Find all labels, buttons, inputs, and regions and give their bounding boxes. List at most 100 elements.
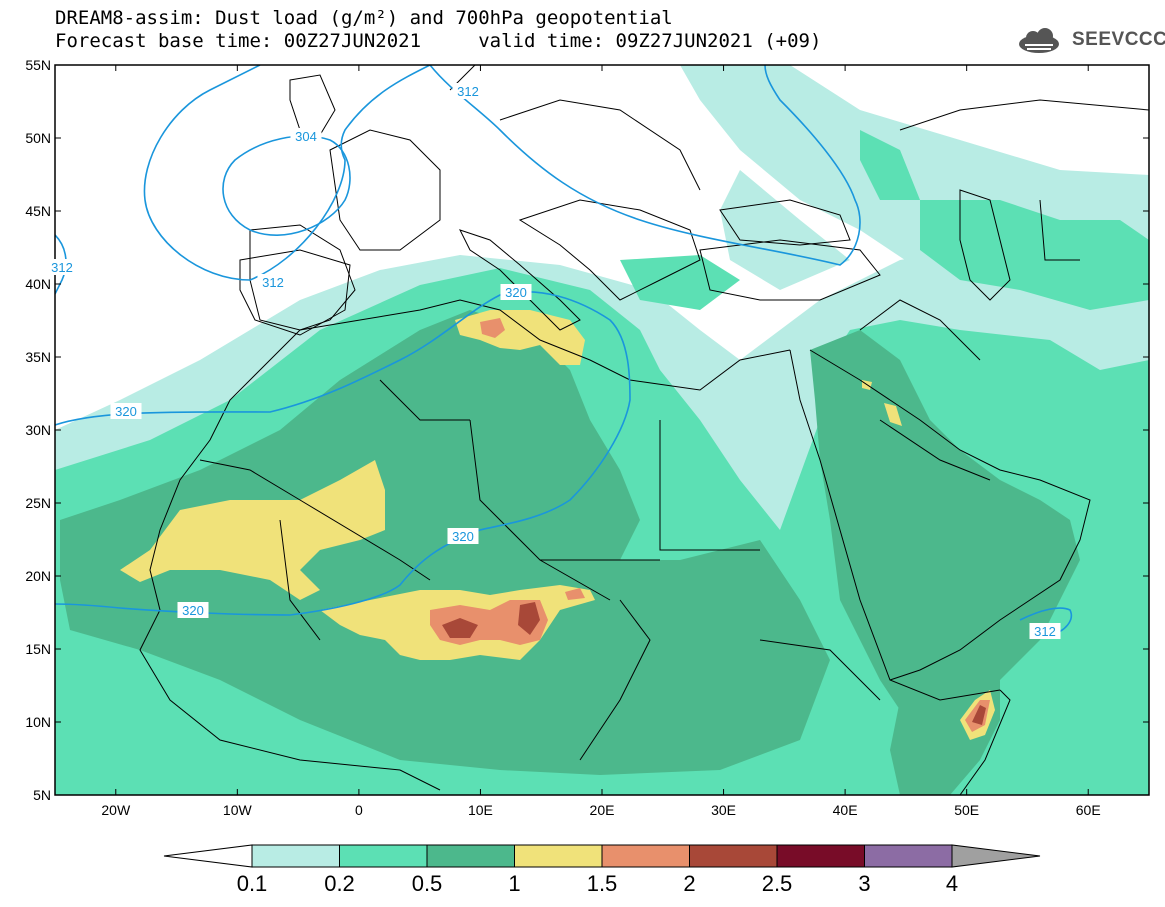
dust-level-2-chad-west bbox=[442, 618, 478, 638]
longitude-axis: 20W 10W 0 10E 20E 30E 40E 50E 60E bbox=[101, 65, 1101, 818]
border-13 bbox=[899, 99, 1149, 131]
colorbar-swatch bbox=[339, 844, 428, 868]
colorbar-label: 1 bbox=[508, 871, 520, 896]
map-title: DREAM8-assim: Dust load (g/m²) and 700hP… bbox=[55, 7, 673, 29]
border-14 bbox=[859, 299, 981, 361]
colorbar: 0.1 0.2 0.5 1 1.5 2 2.5 3 4 bbox=[163, 844, 1041, 896]
colorbar-swatch bbox=[514, 844, 603, 868]
lat-tick-label: 45N bbox=[25, 203, 51, 219]
contour-label: 320 bbox=[115, 404, 137, 419]
dust-level-1-iraq bbox=[884, 403, 902, 426]
contour-label: 312 bbox=[457, 84, 479, 99]
colorbar-swatch bbox=[601, 844, 690, 868]
lat-tick-label: 55N bbox=[25, 57, 51, 73]
latitude-axis: 55N 50N 45N 40N 35N 30N 25N 20N 15N 10N 5N bbox=[25, 57, 1149, 803]
colorbar-swatch bbox=[426, 844, 515, 868]
contour-label: 312 bbox=[262, 275, 284, 290]
lat-tick-label: 50N bbox=[25, 130, 51, 146]
geopotential-contours bbox=[55, 65, 1072, 636]
dust-field bbox=[55, 65, 1149, 795]
contour-320-north bbox=[55, 291, 631, 616]
border-5 bbox=[279, 519, 321, 641]
coastlines bbox=[139, 65, 1149, 795]
turkey bbox=[699, 239, 881, 301]
lat-tick-label: 5N bbox=[33, 787, 51, 803]
contour-label-bg bbox=[500, 284, 532, 300]
lon-tick-label: 20W bbox=[101, 802, 131, 818]
contour-label: 304 bbox=[295, 129, 317, 144]
border-6 bbox=[379, 379, 470, 421]
colorbar-label: 0.5 bbox=[412, 871, 443, 896]
dust-level-1-5-tunisia bbox=[480, 318, 505, 338]
contour-label-bg bbox=[1029, 623, 1061, 639]
colorbar-label: 0.1 bbox=[237, 871, 268, 896]
colorbar-label: 2.5 bbox=[762, 871, 793, 896]
lat-tick-label: 35N bbox=[25, 349, 51, 365]
contour-312-ne bbox=[429, 65, 861, 266]
lat-tick-label: 10N bbox=[25, 714, 51, 730]
contour-label: 320 bbox=[505, 285, 527, 300]
contour-312-west bbox=[55, 234, 67, 295]
horn-coast bbox=[959, 689, 1011, 795]
colorbar-swatch bbox=[689, 844, 778, 868]
lat-tick-label: 30N bbox=[25, 422, 51, 438]
contour-label-bg bbox=[46, 259, 78, 275]
dust-level-1-mauritania bbox=[120, 460, 385, 600]
north-africa-coast bbox=[299, 299, 791, 391]
lon-tick-label: 10W bbox=[223, 802, 253, 818]
lon-tick-label: 60E bbox=[1076, 802, 1101, 818]
lon-tick-label: 0 bbox=[355, 802, 363, 818]
caspian bbox=[959, 189, 1011, 301]
lon-tick-label: 30E bbox=[711, 802, 736, 818]
lon-tick-label: 10E bbox=[468, 802, 493, 818]
border-1 bbox=[199, 459, 431, 581]
europe-coast bbox=[249, 224, 356, 331]
dust-level-2-somalia bbox=[972, 705, 986, 725]
contour-label-bg bbox=[447, 528, 479, 544]
dust-level-1-5-chad-ne bbox=[565, 588, 585, 600]
colorbar-over-arrow bbox=[951, 844, 1041, 868]
lat-tick-label: 40N bbox=[25, 276, 51, 292]
colorbar-under-arrow bbox=[163, 844, 253, 868]
lat-tick-label: 20N bbox=[25, 568, 51, 584]
dust-level-2-chad-east bbox=[518, 602, 540, 635]
seevccc-logo bbox=[1019, 28, 1059, 53]
black-sea bbox=[719, 199, 851, 246]
contour-312-north bbox=[143, 65, 431, 281]
colorbar-swatch bbox=[251, 844, 340, 868]
colorbar-label: 2 bbox=[683, 871, 695, 896]
arabia-coast bbox=[809, 349, 1091, 681]
colorbar-label: 4 bbox=[946, 871, 958, 896]
colorbar-swatch bbox=[776, 844, 865, 868]
lat-tick-label: 15N bbox=[25, 641, 51, 657]
contour-label-bg bbox=[110, 403, 142, 419]
colorbar-label: 0.2 bbox=[324, 871, 355, 896]
dust-level-0-2-caspian bbox=[860, 130, 920, 200]
dust-level-0-2-balkans bbox=[620, 255, 740, 310]
italy bbox=[459, 229, 581, 331]
dust-level-0-5-arabia bbox=[810, 330, 1080, 710]
border-8 bbox=[759, 639, 881, 701]
contour-304 bbox=[222, 135, 351, 236]
border-11 bbox=[499, 99, 701, 191]
contour-label-bg bbox=[177, 602, 209, 618]
lon-tick-label: 40E bbox=[833, 802, 858, 818]
lon-tick-label: 20E bbox=[590, 802, 615, 818]
cloud-icon bbox=[1019, 28, 1059, 53]
contour-label: 320 bbox=[452, 529, 474, 544]
border-3 bbox=[659, 420, 760, 551]
dust-level-0-5-sahara bbox=[60, 310, 830, 775]
contour-labels: 312 304 312 320 320 320 320 312 312 bbox=[46, 83, 1061, 639]
iberia bbox=[239, 249, 351, 336]
border-10 bbox=[1039, 199, 1080, 261]
border-2 bbox=[469, 419, 611, 601]
lat-tick-label: 25N bbox=[25, 495, 51, 511]
logo-text: SEEVCCC bbox=[1072, 29, 1165, 50]
contour-label: 312 bbox=[1034, 624, 1056, 639]
colorbar-swatch bbox=[864, 844, 953, 868]
dust-level-0-2-east bbox=[920, 200, 1149, 310]
contour-312-se bbox=[1019, 607, 1072, 636]
contour-label: 312 bbox=[51, 260, 73, 275]
red-sea bbox=[789, 349, 1001, 701]
colorbar-label: 3 bbox=[858, 871, 870, 896]
